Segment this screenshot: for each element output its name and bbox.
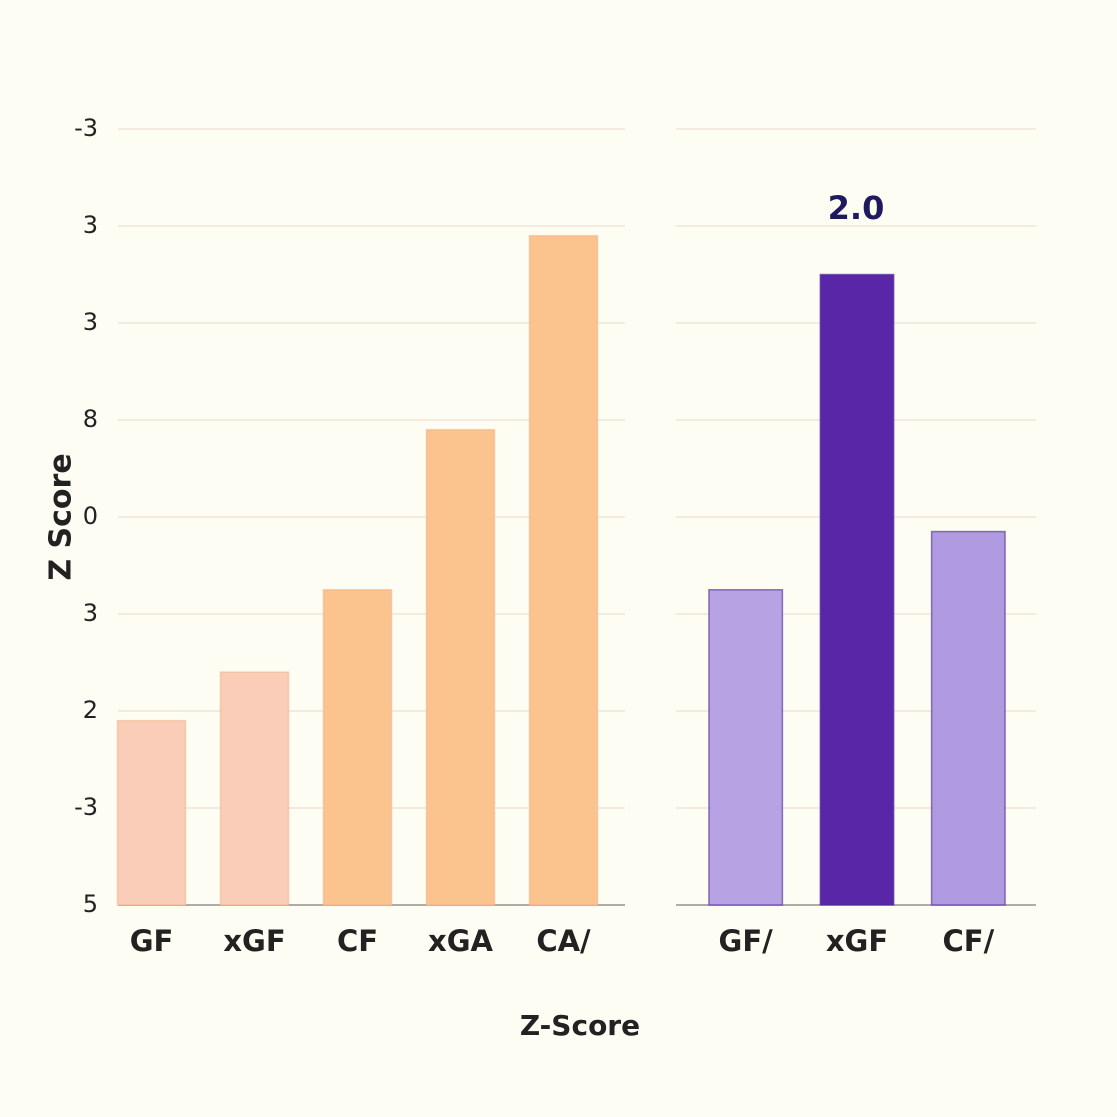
y-tick-label: 3: [83, 308, 98, 336]
x-tick-label: xGA: [428, 924, 494, 958]
bar: [219, 671, 290, 906]
bar: [116, 719, 187, 906]
x-tick-label: CF: [337, 924, 378, 958]
y-tick-label: 2: [83, 696, 98, 724]
x-tick-label: GF/: [719, 924, 774, 958]
annotation: 2.0: [828, 189, 885, 227]
y-tick-label: -3: [74, 114, 98, 142]
bar: [528, 234, 599, 906]
bar: [930, 530, 1006, 906]
x-axis-label: Z-Score: [520, 1009, 640, 1042]
x-tick-label: xGF: [223, 924, 285, 958]
y-tick-label: 5: [83, 890, 98, 918]
x-tick-label: xGF: [826, 924, 888, 958]
bar: [819, 273, 895, 906]
bar: [708, 589, 784, 906]
bar: [425, 428, 496, 906]
x-tick-label: CA/: [536, 924, 591, 958]
y-tick-label: 8: [83, 405, 98, 433]
x-tick-label: CF/: [942, 924, 994, 958]
y-tick-label: 3: [83, 211, 98, 239]
y-axis-label: Z Score: [44, 453, 79, 580]
y-tick-label: 0: [83, 502, 98, 530]
x-tick-label: GF: [130, 924, 174, 958]
y-tick-label: 3: [83, 599, 98, 627]
bar: [322, 589, 393, 906]
y-tick-label: -3: [74, 793, 98, 821]
